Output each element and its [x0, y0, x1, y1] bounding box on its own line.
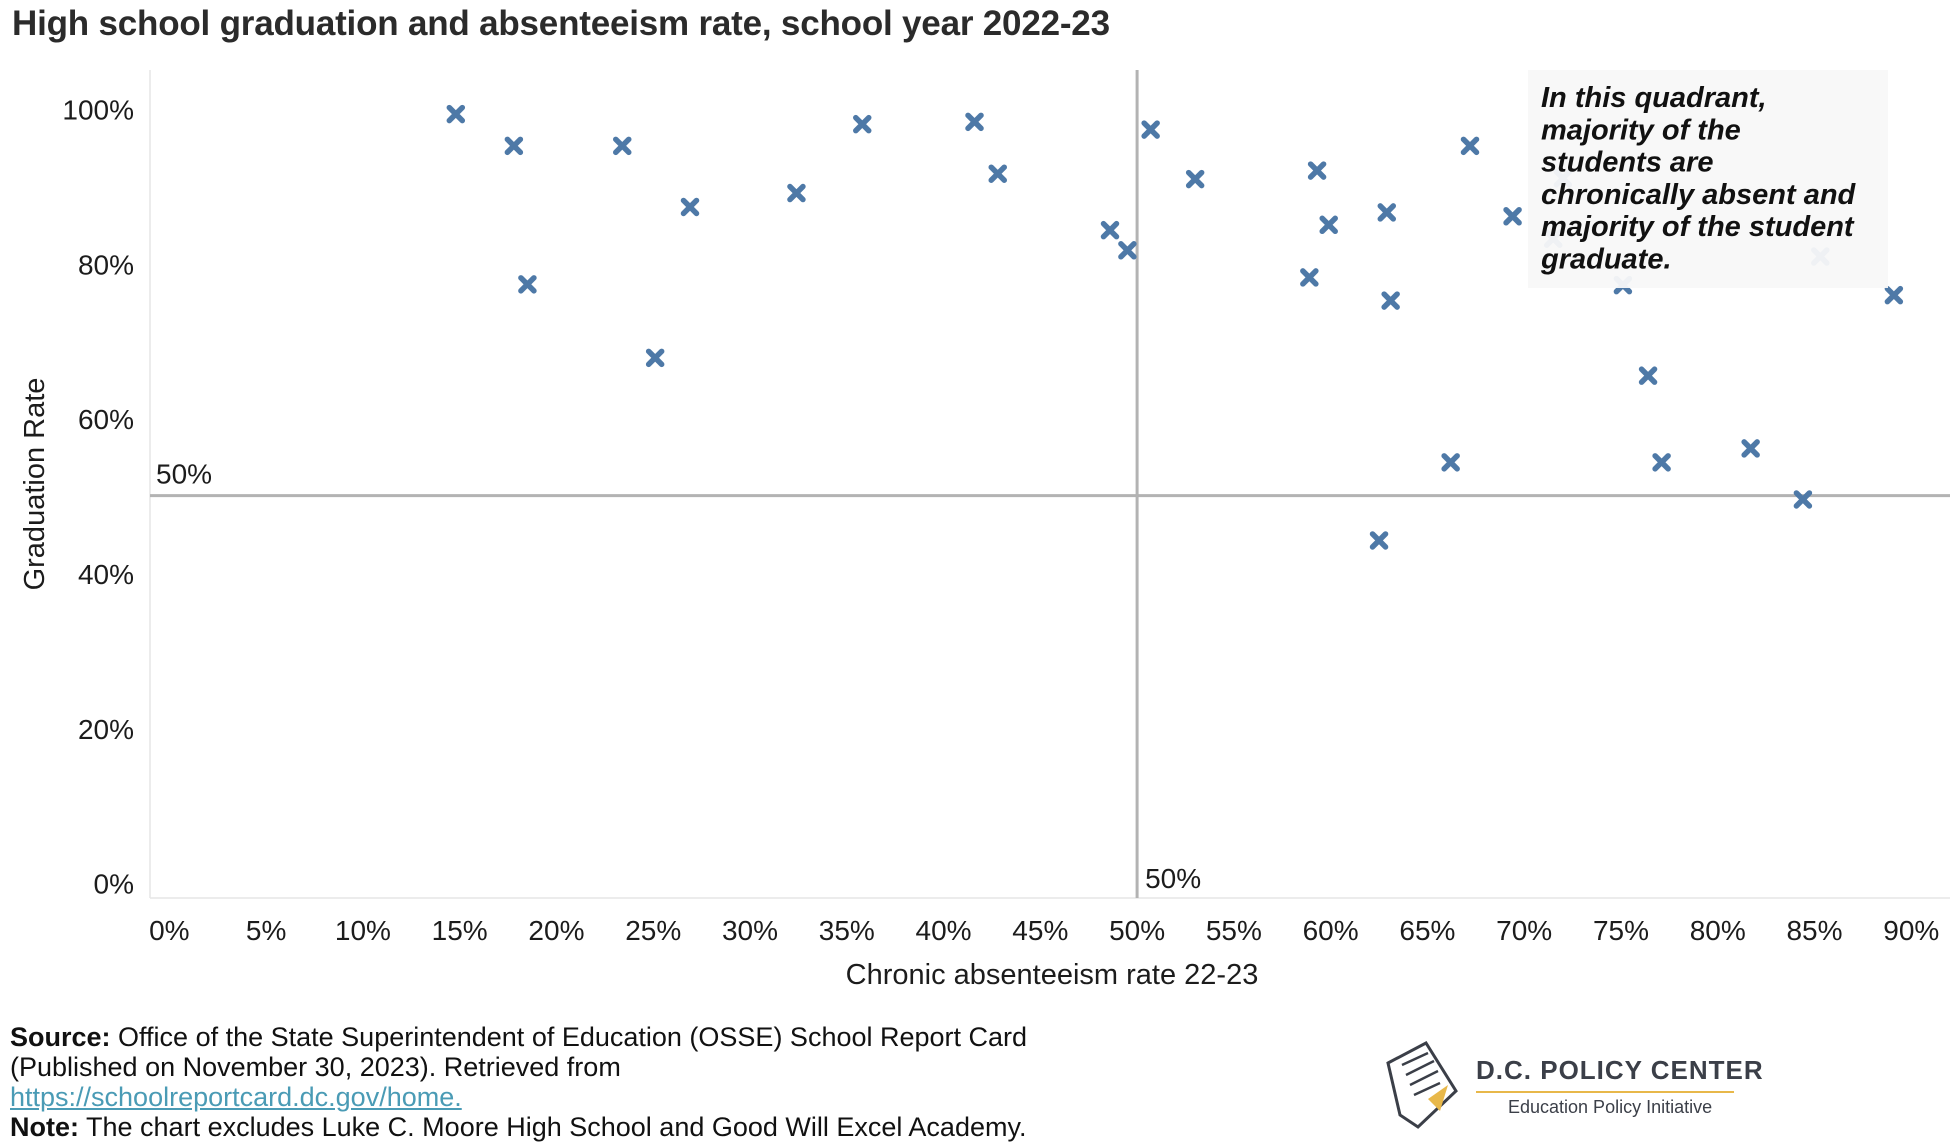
x-axis-title: Chronic absenteeism rate 22-23 — [846, 959, 1259, 991]
data-point — [1377, 203, 1397, 222]
source-link[interactable]: https://schoolreportcard.dc.gov/home. — [10, 1082, 462, 1112]
y-axis-title: Graduation Rate — [19, 378, 51, 591]
y-tick-label: 40% — [78, 559, 134, 590]
y-tick-label: 60% — [78, 404, 134, 435]
x-tick-label: 90% — [1883, 915, 1939, 946]
note-text: The chart excludes Luke C. Moore High Sc… — [79, 1112, 1027, 1142]
data-point — [1100, 220, 1120, 240]
data-point — [1300, 268, 1319, 287]
note-label: Note: — [10, 1112, 79, 1142]
x-tick-label: 80% — [1690, 915, 1746, 946]
x-tick-label: 70% — [1496, 915, 1552, 946]
source-link-line: https://schoolreportcard.dc.gov/home. — [10, 1082, 1027, 1112]
chart-footer: Source: Office of the State Superintende… — [10, 1022, 1027, 1142]
data-point — [1638, 366, 1658, 385]
data-point — [1118, 241, 1137, 260]
data-point — [1503, 207, 1522, 226]
source-line-1: Source: Office of the State Superintende… — [10, 1022, 1027, 1052]
data-point — [680, 197, 700, 217]
data-point — [1741, 439, 1760, 458]
reference-label-y: 50% — [156, 459, 212, 490]
annotation-line: majority of the — [1541, 114, 1741, 146]
annotation-box — [1528, 70, 1888, 288]
data-point — [1141, 120, 1160, 139]
data-point — [1381, 291, 1400, 310]
logo-mark-icon — [1386, 1041, 1458, 1129]
y-tick-label: 20% — [78, 714, 134, 745]
note-line: Note: The chart excludes Luke C. Moore H… — [10, 1112, 1027, 1142]
scatter-chart: 0% 20% 40% 60% 80% 100% 0% 5% 10% 15% 20% 25% 30% 35%… — [19, 70, 1950, 991]
x-tick-label: 5% — [246, 915, 286, 946]
source-label: Source: — [10, 1022, 111, 1052]
logo-subtitle: Education Policy Initiative — [1508, 1097, 1713, 1117]
data-point — [1460, 136, 1480, 156]
data-point — [446, 104, 466, 124]
data-point — [1652, 453, 1671, 472]
data-point — [645, 348, 665, 368]
x-tick-label: 15% — [432, 915, 488, 946]
x-tick-label: 0% — [149, 915, 189, 946]
source-text: Office of the State Superintendent of Ed… — [110, 1022, 1028, 1052]
x-tick-label: 45% — [1012, 915, 1068, 946]
x-tick-label: 35% — [819, 915, 875, 946]
x-tick-label: 55% — [1206, 915, 1262, 946]
data-point — [504, 136, 524, 156]
x-tick-label: 20% — [528, 915, 584, 946]
x-tick-label: 75% — [1593, 915, 1649, 946]
logo-divider — [1476, 1091, 1734, 1093]
x-tick-label: 25% — [625, 915, 681, 946]
annotation-line: students are — [1541, 147, 1713, 179]
data-point — [787, 183, 806, 203]
data-point — [965, 112, 984, 132]
x-tick-label: 85% — [1786, 915, 1842, 946]
logo-title: D.C. POLICY CENTER — [1476, 1055, 1764, 1085]
annotation-line: graduate. — [1540, 244, 1672, 276]
data-point — [1793, 490, 1813, 509]
data-point — [1369, 531, 1389, 550]
x-tick-label: 10% — [335, 915, 391, 946]
data-point — [1185, 169, 1205, 189]
x-tick-label: 30% — [722, 915, 778, 946]
x-tick-label: 40% — [916, 915, 972, 946]
source-line-2: (Published on November 30, 2023). Retrie… — [10, 1052, 621, 1082]
x-tick-label: 50% — [1109, 915, 1165, 946]
data-point — [1884, 285, 1904, 305]
data-point — [853, 114, 872, 134]
y-tick-label: 80% — [78, 249, 134, 280]
chart-title: High school graduation and absenteeism r… — [12, 4, 1110, 43]
dc-policy-center-logo: D.C. POLICY CENTER Education Policy Init… — [1378, 1035, 1763, 1135]
data-point — [1441, 453, 1460, 472]
y-tick-label: 0% — [94, 869, 134, 900]
data-point — [1307, 161, 1327, 180]
reference-label-x: 50% — [1145, 863, 1201, 894]
annotation-line: chronically absent and — [1541, 179, 1857, 211]
annotation-line: majority of the student — [1541, 211, 1855, 243]
annotation-line: In this quadrant, — [1541, 82, 1767, 114]
data-point — [1319, 215, 1338, 235]
data-point — [988, 164, 1007, 183]
x-tick-label: 65% — [1399, 915, 1455, 946]
x-tick-label: 60% — [1303, 915, 1359, 946]
data-point — [518, 275, 537, 294]
data-point — [613, 136, 632, 156]
y-tick-label: 100% — [62, 95, 134, 126]
